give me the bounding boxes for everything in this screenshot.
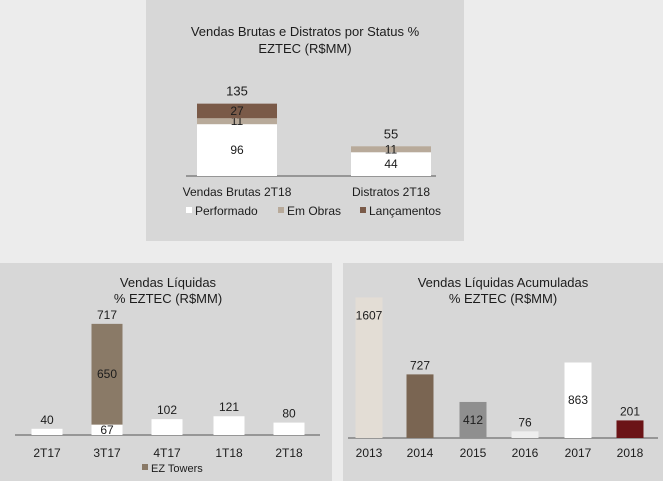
bar [564,362,592,438]
data-label: 863 [568,393,588,407]
bar-segment [273,422,305,435]
bar-segment [197,118,277,125]
bar [406,374,434,438]
legend-label: Em Obras [287,204,341,218]
category-label: 2017 [565,446,592,460]
gross-sales-panel: Vendas Brutas e Distratos por Status % E… [146,0,464,241]
total-label: 121 [219,400,239,414]
bar-segment [213,416,245,435]
legend-label: Lançamentos [369,204,441,218]
total-label: 55 [384,126,398,141]
bar-segment [197,124,277,176]
legend-label: Performado [195,204,258,218]
chart-title: Vendas Líquidas Acumuladas [418,275,589,290]
bar [616,420,644,438]
chart-subtitle: % EZTEC (R$MM) [114,291,222,306]
category-label: Distratos 2T18 [352,185,430,199]
data-label: 650 [97,367,117,381]
chart-subtitle: % EZTEC (R$MM) [449,291,557,306]
category-label: 2016 [512,446,539,460]
data-label: 67 [100,423,114,437]
data-label: 76 [518,415,532,429]
category-label: 2018 [617,446,644,460]
legend-swatch [186,207,192,213]
category-label: 2013 [356,446,383,460]
bar-segment [351,152,431,176]
legend-swatch [142,464,148,470]
category-label: 2015 [460,446,487,460]
net-sales-chart: Vendas Líquidas % EZTEC (R$MM) 40 2T17 67 6… [15,275,320,475]
data-label: 412 [463,413,483,427]
data-label: 11 [385,142,398,156]
bar-segment [91,424,123,435]
legend-label: EZ Towers [151,463,203,475]
data-label: 1607 [356,308,383,322]
gross-sales-chart: Vendas Brutas e Distratos por Status % E… [183,24,441,218]
category-label: 2T18 [275,446,303,460]
legend-swatch [278,207,284,213]
data-label: 96 [230,143,244,157]
net-sales-panel: Vendas Líquidas % EZTEC (R$MM) 40 2T17 67 6… [0,263,332,481]
total-label: 80 [282,407,296,421]
category-label: 2T17 [33,446,61,460]
total-label: 102 [157,403,177,417]
total-label: 40 [40,413,54,427]
chart-title: Vendas Líquidas [120,275,217,290]
bar-segment [31,428,63,435]
chart-subtitle: EZTEC (R$MM) [258,41,351,56]
category-label: 4T17 [153,446,181,460]
category-label: 2014 [407,446,434,460]
total-label: 717 [97,308,117,322]
category-label: Vendas Brutas 2T18 [183,185,292,199]
bar-segment [151,419,183,435]
cumulative-net-sales-chart: Vendas Líquidas Acumuladas % EZTEC (R$MM… [348,275,658,460]
category-label: 3T17 [93,446,121,460]
data-label: 44 [384,157,398,171]
data-label: 727 [410,358,430,372]
bar [355,297,383,438]
data-label: 27 [230,104,244,118]
total-label: 135 [226,84,248,99]
category-label: 1T18 [215,446,243,460]
cumulative-net-sales-panel: Vendas Líquidas Acumuladas % EZTEC (R$MM… [343,263,663,481]
data-label: 201 [620,404,640,418]
bar [511,431,539,438]
chart-title: Vendas Brutas e Distratos por Status % [191,24,420,39]
bar [459,401,487,438]
legend-swatch [360,207,366,213]
bar-segment [351,146,431,153]
bar-segment [91,323,123,425]
bar-segment [197,103,277,119]
